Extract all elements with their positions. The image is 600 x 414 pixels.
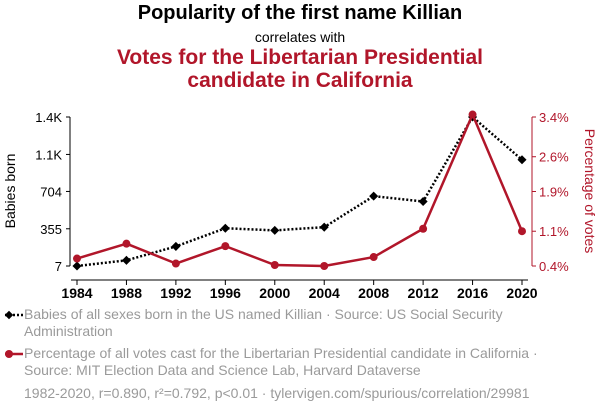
left-tick-label: 7	[55, 259, 62, 274]
votes-point	[518, 227, 526, 236]
x-tick-label: 2004	[309, 285, 340, 301]
babies-point	[517, 155, 527, 165]
left-tick-label: 355	[40, 222, 62, 237]
x-tick-label: 1984	[61, 285, 92, 301]
x-tick-label: 2012	[408, 285, 439, 301]
chart-plot: 1984 1988 1992 1996 2000 2004 2008 2012 2016 2020…	[2, 110, 598, 301]
x-tick-label: 1992	[160, 285, 191, 301]
votes-point	[419, 224, 428, 233]
votes-point	[369, 253, 378, 262]
legend-swatch-votes	[5, 350, 23, 358]
votes-point	[270, 261, 279, 270]
babies-point	[220, 223, 230, 233]
babies-point	[369, 191, 379, 201]
x-tick-label: 2000	[259, 285, 290, 301]
left-axis-label: Babies born	[2, 154, 18, 229]
babies-point	[121, 255, 131, 265]
legend-label-babies: Babies of all sexes born in the US named…	[24, 306, 503, 339]
right-tick-label: 1.1%	[539, 224, 569, 239]
right-tick-label: 0.4%	[539, 259, 569, 274]
votes-point	[320, 262, 329, 270]
votes-point	[122, 239, 131, 248]
series-babies	[72, 112, 527, 271]
right-tick-label: 1.9%	[539, 185, 569, 200]
votes-point	[73, 254, 81, 263]
babies-point	[72, 261, 82, 271]
legend-swatch-babies	[4, 310, 23, 320]
votes-point	[171, 259, 180, 268]
votes-point	[468, 110, 477, 119]
votes-line	[76, 113, 524, 268]
legend-label-votes: Percentage of all votes cast for the Lib…	[24, 345, 538, 378]
x-tick-label: 1988	[111, 285, 142, 301]
chart-title: Popularity of the first name Killian	[137, 2, 463, 24]
left-tick-label: 1.1K	[35, 147, 62, 162]
footer-stats: 1982-2020, r=0.890, r²=0.792, p<0.01 · t…	[24, 385, 530, 401]
series-votes	[73, 110, 526, 270]
babies-line	[76, 115, 523, 268]
x-tick-label: 1996	[210, 285, 241, 301]
right-tick-label: 3.4%	[539, 110, 569, 125]
chart-subtitle: Votes for the Libertarian Presidential c…	[116, 46, 484, 92]
legend-entry-votes: Percentage of all votes cast for the Lib…	[4, 345, 596, 381]
legend-entry-babies: Babies of all sexes born in the US named…	[4, 306, 596, 342]
left-tick-label: 1.4K	[35, 110, 62, 125]
x-tick-label: 2008	[358, 285, 389, 301]
votes-point	[221, 242, 230, 251]
right-axis-label: Percentage of votes	[582, 129, 598, 254]
chart-axes: 1984 1988 1992 1996 2000 2004 2008 2012 2016 2020…	[2, 110, 598, 301]
x-tick-label: 2016	[457, 285, 488, 301]
babies-point	[171, 241, 181, 251]
babies-point	[270, 225, 280, 235]
chart-connector: correlates with	[254, 29, 346, 45]
right-tick-label: 2.6%	[539, 150, 569, 165]
left-tick-label: 704	[40, 184, 62, 199]
x-tick-label: 2020	[506, 285, 537, 301]
